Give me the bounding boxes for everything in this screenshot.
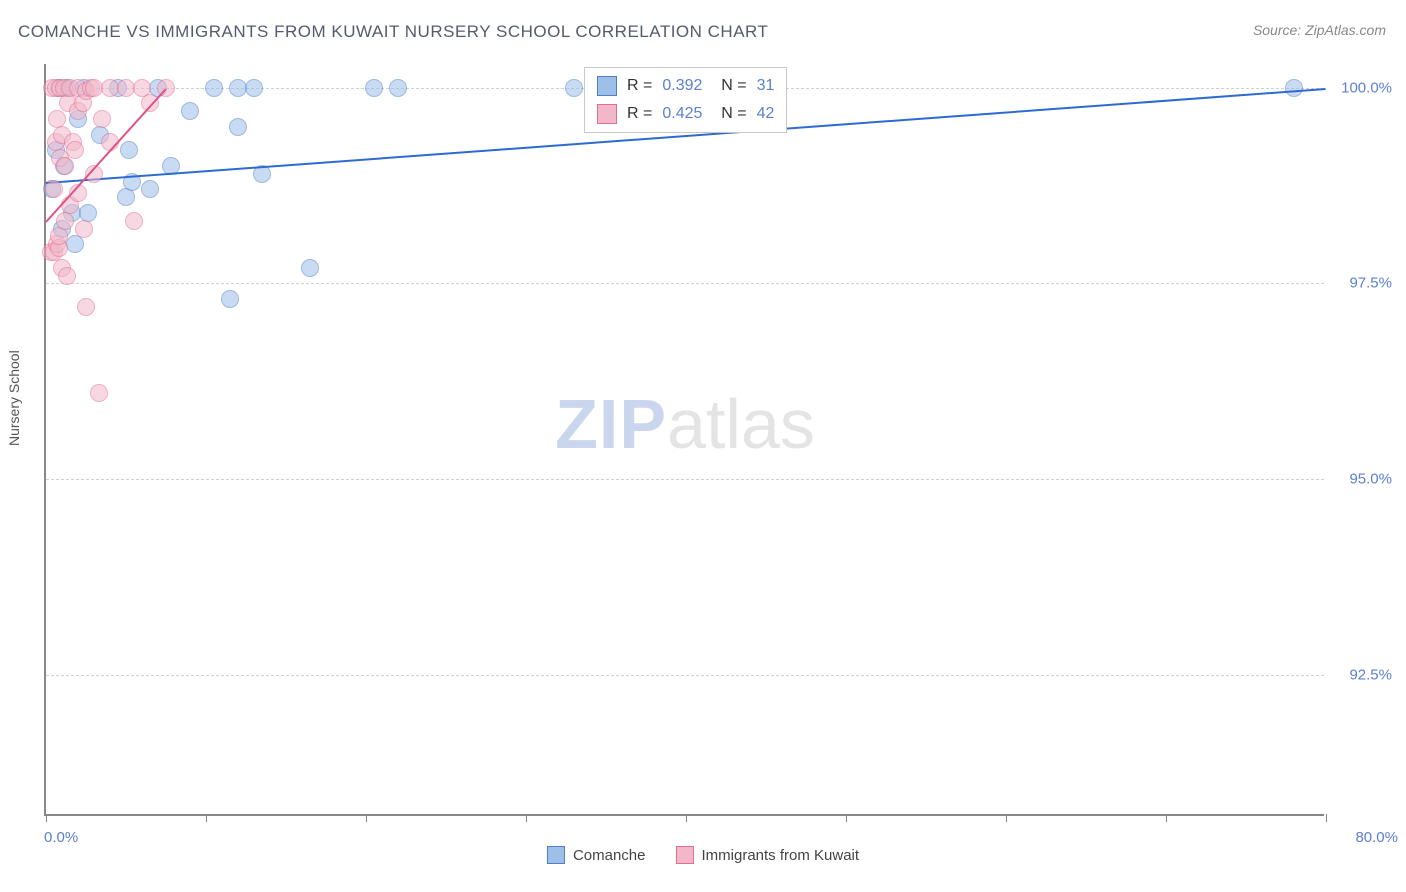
- data-point: [56, 212, 74, 230]
- y-tick-label: 92.5%: [1349, 667, 1392, 684]
- x-tick: [1006, 814, 1007, 822]
- gridline-h: [46, 283, 1324, 284]
- legend-swatch: [547, 846, 565, 864]
- x-tick: [206, 814, 207, 822]
- data-point: [1285, 79, 1303, 97]
- data-point: [141, 180, 159, 198]
- stats-n-label: N =: [712, 77, 746, 95]
- x-tick: [686, 814, 687, 822]
- data-point: [75, 220, 93, 238]
- stats-n-label: N =: [712, 105, 746, 123]
- data-point: [229, 118, 247, 136]
- stats-r-label: R =: [627, 105, 652, 123]
- gridline-h: [46, 479, 1324, 480]
- x-tick-label-right: 80.0%: [1355, 829, 1398, 846]
- y-tick-label: 95.0%: [1349, 471, 1392, 488]
- legend-item: Comanche: [547, 846, 646, 864]
- data-point: [93, 110, 111, 128]
- y-tick-label: 97.5%: [1349, 275, 1392, 292]
- data-point: [245, 79, 263, 97]
- legend-swatch: [676, 846, 694, 864]
- data-point: [389, 79, 407, 97]
- x-tick: [1166, 814, 1167, 822]
- data-point: [125, 212, 143, 230]
- data-point: [117, 188, 135, 206]
- stats-row: R = 0.392 N = 31: [585, 72, 786, 100]
- source-attribution: Source: ZipAtlas.com: [1253, 22, 1386, 38]
- gridline-h: [46, 675, 1324, 676]
- x-tick: [366, 814, 367, 822]
- x-tick: [46, 814, 47, 822]
- data-point: [205, 79, 223, 97]
- x-tick-label-left: 0.0%: [44, 829, 78, 846]
- stats-n-value: 31: [757, 77, 775, 95]
- scatter-plot-area: ZIPatlas 92.5%95.0%97.5%100.0%0.0%80.0%R…: [44, 64, 1324, 816]
- y-axis-label: Nursery School: [6, 350, 22, 446]
- data-point: [301, 259, 319, 277]
- data-point: [58, 267, 76, 285]
- stats-r-value: 0.392: [662, 77, 702, 95]
- data-point: [221, 290, 239, 308]
- data-point: [365, 79, 383, 97]
- stats-n-value: 42: [757, 105, 775, 123]
- bottom-legend: Comanche Immigrants from Kuwait: [547, 846, 859, 864]
- legend-swatch: [597, 76, 617, 96]
- y-tick-label: 100.0%: [1341, 79, 1392, 96]
- data-point: [66, 235, 84, 253]
- data-point: [45, 180, 63, 198]
- data-point: [181, 102, 199, 120]
- legend-swatch: [597, 104, 617, 124]
- legend-label: Comanche: [573, 847, 646, 864]
- data-point: [56, 157, 74, 175]
- watermark: ZIPatlas: [555, 384, 815, 464]
- legend-label: Immigrants from Kuwait: [702, 847, 860, 864]
- x-tick: [1326, 814, 1327, 822]
- data-point: [120, 141, 138, 159]
- stats-box: R = 0.392 N = 31R = 0.425 N = 42: [584, 67, 787, 133]
- data-point: [50, 227, 68, 245]
- data-point: [565, 79, 583, 97]
- legend-item: Immigrants from Kuwait: [676, 846, 860, 864]
- stats-r-label: R =: [627, 77, 652, 95]
- chart-title: COMANCHE VS IMMIGRANTS FROM KUWAIT NURSE…: [18, 22, 768, 42]
- stats-r-value: 0.425: [662, 105, 702, 123]
- data-point: [66, 141, 84, 159]
- watermark-atlas: atlas: [667, 385, 815, 463]
- x-tick: [846, 814, 847, 822]
- stats-row: R = 0.425 N = 42: [585, 100, 786, 128]
- x-tick: [526, 814, 527, 822]
- data-point: [77, 298, 95, 316]
- watermark-zip: ZIP: [555, 385, 667, 463]
- data-point: [90, 384, 108, 402]
